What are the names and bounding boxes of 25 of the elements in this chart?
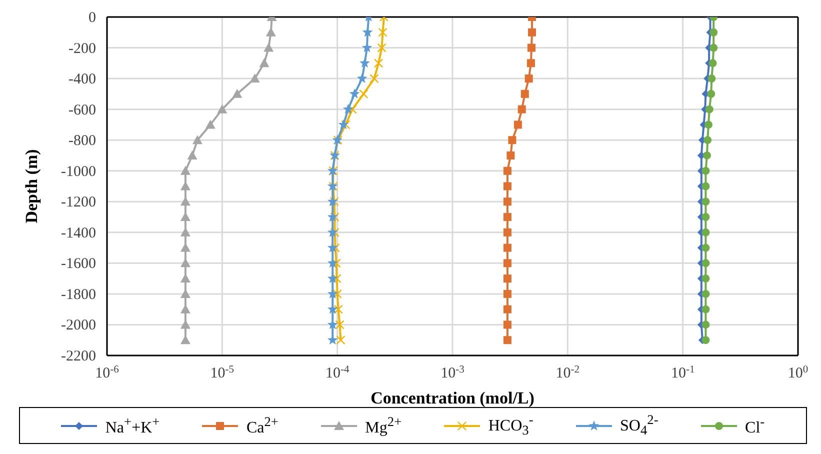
x-tick-label: 10$^{-2}$ (556, 364, 580, 382)
x-tick-label: 10$^{-5}$ (210, 364, 234, 382)
y-tick-label: -1800 (61, 286, 96, 303)
x-axis-title: Concentration (mol/L) (370, 388, 534, 408)
y-tick-label: -1400 (61, 225, 96, 242)
y-tick-label: -2200 (61, 348, 96, 364)
y-tick-label: -1200 (61, 194, 96, 211)
y-tick-label: -2000 (61, 318, 96, 334)
x-tick-label: 10$^{-1}$ (670, 364, 695, 382)
y-tick-label: -400 (68, 72, 96, 88)
y-tick-label: -1000 (61, 164, 96, 180)
x-tick-label: 10$^{-3}$ (440, 364, 464, 382)
legend-label: Cl$^{-}$ (745, 414, 765, 438)
y-tick-label: 0 (88, 10, 96, 26)
legend-label: Na$^{+}$+K$^{+}$ (105, 414, 160, 438)
x-tick-label: 10$^{-6}$ (95, 364, 119, 382)
y-tick-label: -1600 (61, 256, 96, 272)
y-tick-label: -600 (68, 102, 96, 118)
legend-label: Ca$^{2+}$ (246, 414, 278, 438)
y-tick-label: -200 (68, 40, 96, 57)
y-axis-title: Depth (m) (22, 149, 42, 224)
x-tick-label: 10$^{-4}$ (325, 364, 350, 382)
legend-label: Mg$^{2+}$ (365, 414, 402, 438)
y-tick-label: -800 (68, 133, 96, 150)
x-tick-label: 10$^{0}$ (788, 364, 808, 382)
